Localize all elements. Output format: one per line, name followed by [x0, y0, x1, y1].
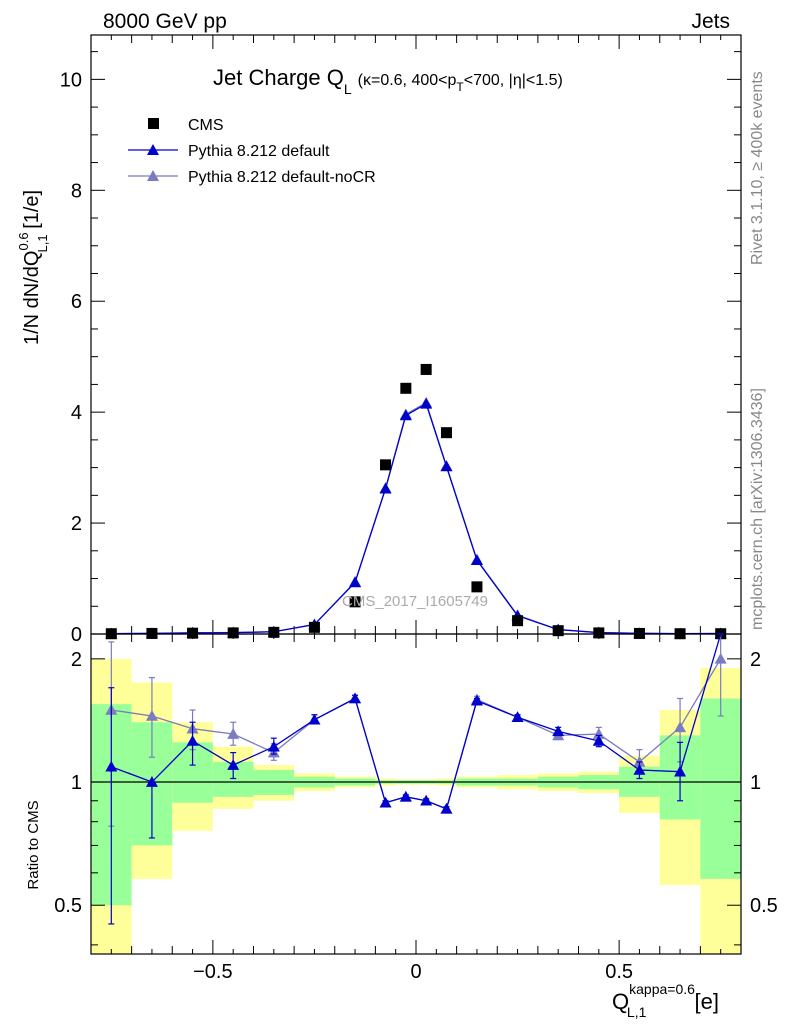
ratio-point-default [105, 760, 118, 772]
cms-data-point [593, 627, 605, 639]
ratio-point-default [267, 740, 280, 752]
xlabel-sub: L,1 [627, 1004, 647, 1020]
legend-label-default: Pythia 8.212 default [188, 143, 330, 160]
legend-marker-cms [148, 118, 159, 129]
ratio-point-default [552, 725, 565, 737]
xlabel-sup: kappa=0.6 [629, 981, 695, 997]
legend-marker-nocr [147, 170, 159, 181]
x-tick-label: 0 [410, 961, 421, 983]
legend-label-nocr: Pythia 8.212 default-noCR [188, 169, 376, 186]
x-tick-label: 0.5 [605, 961, 633, 983]
xlabel-main: Q [612, 989, 629, 1014]
x-axis-label: Qkappa=0.6 L,1 [e] [612, 981, 719, 1020]
title-detail-sub: T [456, 80, 464, 94]
ratio-line-default [111, 633, 722, 810]
ylabel-part1: 1/N dN/dQ [21, 251, 43, 345]
mc-point-default [470, 554, 483, 566]
cms-data-point [512, 615, 524, 627]
ratio-point-default [349, 692, 362, 704]
legend-label-cms: CMS [188, 117, 224, 134]
ylabel-sub: L,1 [35, 234, 50, 252]
cms-data-point [187, 627, 199, 639]
y-tick-label: 4 [71, 402, 82, 424]
title-main-sub: L [344, 81, 352, 97]
y-tick-label: 2 [71, 513, 82, 535]
inner-band-bin [700, 698, 741, 879]
ratio-panel: −0.5 0 0.5 0.5 0.5 1 1 2 2 [54, 633, 778, 983]
ylabel-part2: [1/e] [21, 190, 43, 234]
ratio-y-tick-label-right: 1 [750, 772, 761, 794]
mc-point-default [349, 576, 362, 588]
legend: CMS Pythia 8.212 default Pythia 8.212 de… [128, 117, 376, 186]
analysis-watermark: CMS_2017_I1605749 [342, 593, 488, 610]
ratio-point-default [227, 759, 240, 770]
y-tick-label: 8 [71, 180, 82, 202]
xlabel-unit: [e] [688, 989, 719, 1014]
cms-data-point [471, 581, 483, 593]
ratio-point-nocr [227, 728, 240, 739]
ratio-y-tick-label: 2 [71, 649, 82, 671]
ratio-y-tick-label-right: 0.5 [750, 895, 778, 917]
ratio-frame [90, 633, 742, 955]
cms-data-point [308, 621, 320, 633]
title-detail-1: (κ=0.6, 400<p [358, 72, 457, 89]
cms-data-point [268, 626, 280, 638]
mc-line-default [111, 402, 721, 635]
ratio-point-default [145, 776, 158, 787]
y-tick-label: 10 [60, 69, 82, 91]
ratio-point-nocr [714, 652, 727, 664]
cms-data-point [552, 625, 564, 637]
ratio-point-nocr [674, 721, 687, 733]
ratio-point-nocr [145, 709, 158, 721]
legend-marker-default [147, 144, 159, 155]
title-main: Jet Charge Q [213, 65, 344, 90]
cms-data-point [380, 459, 392, 471]
ratio-point-default [633, 764, 646, 775]
mc-point-default [420, 397, 433, 409]
ratio-point-default [399, 790, 412, 802]
source-label: mcplots.cern.ch [arXiv:1306.3436] [749, 388, 766, 630]
mc-point-default [379, 482, 392, 494]
ratio-point-default [592, 734, 605, 746]
cms-data-point [227, 627, 239, 639]
ratio-point-default [379, 796, 392, 808]
ratio-y-tick-label: 1 [71, 772, 82, 794]
cms-data-point [440, 427, 452, 439]
ratio-point-default [511, 711, 524, 723]
ratio-point-default [420, 794, 433, 806]
cms-data-point [349, 596, 361, 608]
rivet-version-label: Rivet 3.1.10, ≥ 400k events [749, 71, 766, 265]
ratio-uncertainty-bands [91, 658, 741, 954]
mc-point-default [399, 409, 412, 421]
title-detail-2: <700, |η|<1.5) [464, 72, 563, 89]
header-left-label: 8000 GeV pp [103, 10, 227, 33]
upper-y-axis-label: 1/N dN/dQ0.6 L,1 [1/e] [16, 190, 50, 345]
cms-data-point [400, 382, 412, 394]
y-tick-label: 6 [71, 291, 82, 313]
ratio-point-default [674, 765, 687, 777]
plot-title: Jet Charge QL (κ=0.6, 400<pT<700, |η|<1.5… [213, 65, 563, 97]
ratio-point-default [440, 802, 453, 814]
header-right-label: Jets [691, 10, 730, 33]
x-tick-label: −0.5 [193, 961, 232, 983]
ratio-point-nocr [592, 728, 605, 739]
y-tick-label: 0 [71, 624, 82, 646]
ratio-point-default [308, 713, 321, 725]
ratio-point-default [470, 694, 483, 706]
mc-point-default [440, 460, 453, 472]
ratio-y-axis-label: Ratio to CMS [25, 800, 42, 889]
ratio-point-default [186, 734, 199, 746]
cms-data-point [420, 363, 432, 375]
ylabel-sup: 0.6 [16, 232, 31, 250]
ratio-y-tick-label: 0.5 [54, 895, 82, 917]
ratio-y-tick-label-right: 2 [750, 649, 761, 671]
